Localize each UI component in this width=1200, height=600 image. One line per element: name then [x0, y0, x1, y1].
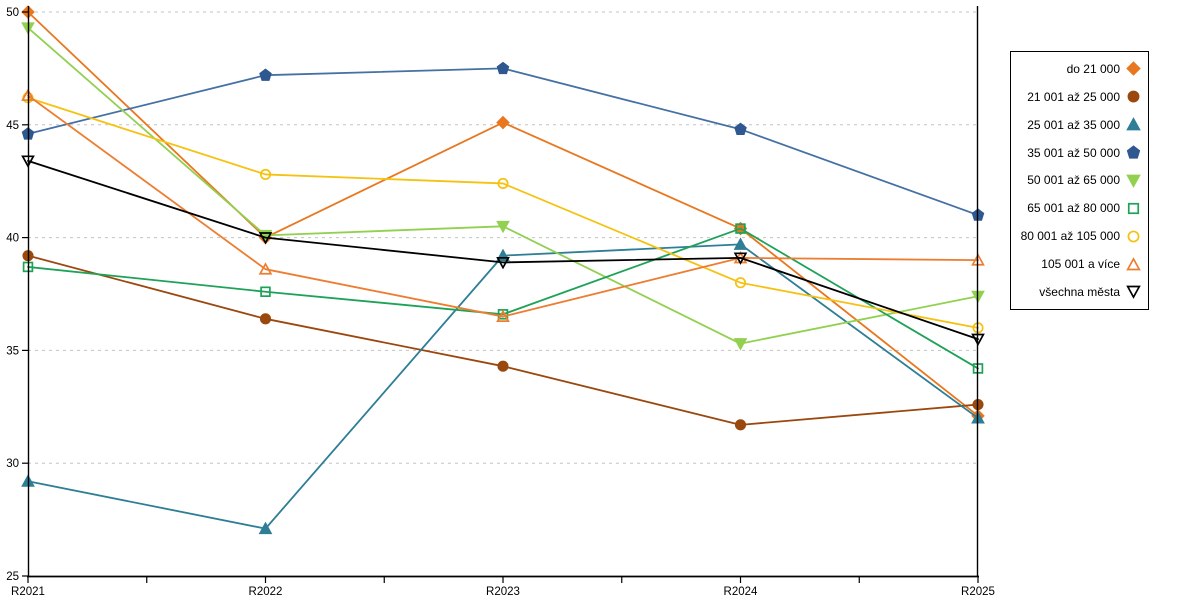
legend-item-4: 50 001 až 65 000: [1011, 167, 1148, 193]
series-line-2: [27, 243, 979, 530]
legend-marker-triangle-up-icon: [1126, 256, 1141, 270]
legend-label: 105 001 a více: [1041, 257, 1120, 272]
y-tick-label: 30: [6, 458, 19, 470]
series-1: [22, 250, 984, 431]
data-point-marker: [496, 61, 510, 75]
y-tick-label: 35: [6, 345, 19, 357]
data-point-marker: [733, 237, 748, 250]
y-tick-label: 45: [6, 120, 19, 132]
legend-label: 35 001 až 50 000: [1027, 145, 1120, 160]
legend-item-2: 25 001 až 35 000: [1011, 112, 1148, 138]
legend-label: 21 001 až 25 000: [1027, 89, 1120, 104]
legend-item-1: 21 001 až 25 000: [1011, 84, 1148, 110]
legend-item-0: do 21 000: [1011, 56, 1148, 82]
legend-label: 65 001 až 80 000: [1027, 201, 1120, 216]
legend-marker-shape: [1127, 90, 1140, 103]
data-point-marker: [259, 68, 272, 81]
data-point-marker: [259, 313, 272, 325]
legend-item-6: 80 001 až 105 000: [1011, 223, 1148, 249]
legend-marker-diamond-icon: [1126, 61, 1141, 77]
data-point-marker: [735, 223, 746, 234]
data-point-marker: [734, 277, 747, 289]
legend-item-3: 35 001 až 50 000: [1011, 140, 1148, 166]
legend-marker-pentagon-icon: [1126, 145, 1141, 159]
data-point-marker: [496, 309, 510, 323]
legend-marker-shape: [1127, 230, 1140, 243]
x-tick-label: R2025: [961, 586, 995, 598]
data-point-marker: [496, 256, 510, 270]
legend-marker-shape: [1126, 286, 1141, 300]
series-line-4: [27, 26, 979, 345]
x-tick-label: R2023: [486, 586, 520, 598]
legend-marker-shape: [1126, 145, 1141, 159]
series-group: [21, 5, 985, 535]
legend-marker-triangle-down-icon: [1126, 174, 1141, 188]
data-point-marker: [259, 168, 272, 180]
x-tick-label: R2021: [11, 586, 45, 598]
data-point-marker: [260, 286, 271, 297]
legend-marker-shape: [1126, 256, 1141, 270]
y-tick-label: 50: [6, 7, 19, 19]
data-point-marker: [258, 262, 273, 275]
legend-label: všechna města: [1039, 284, 1120, 299]
data-point-marker: [496, 220, 510, 234]
legend-label: 25 001 až 35 000: [1027, 117, 1120, 132]
y-tick-label: 40: [6, 233, 19, 245]
data-point-marker: [258, 521, 273, 535]
axis-labels: 25 30 35 40 45 50 R2021 R2022 R2023 R2024 R2025: [6, 7, 995, 598]
legend-marker-shape: [1126, 117, 1141, 131]
legend-label: 50 001 až 65 000: [1027, 173, 1120, 188]
data-point-marker: [734, 419, 747, 431]
legend: do 21 000 21 001 až 25 000 25 001 až 35 00…: [1010, 51, 1149, 310]
legend-marker-shape: [1127, 202, 1140, 214]
legend-marker-shape: [1126, 61, 1141, 77]
data-point-marker: [497, 360, 509, 372]
legend-marker-triangle-up-icon: [1126, 117, 1141, 131]
data-point-marker: [497, 177, 509, 190]
x-tick-label: R2024: [724, 586, 758, 598]
legend-label: do 21 000: [1066, 61, 1120, 76]
legend-marker-shape: [1126, 174, 1141, 188]
legend-item-5: 65 001 až 80 000: [1011, 195, 1148, 221]
legend-label: 80 001 až 105 000: [1020, 229, 1120, 244]
legend-marker-circle-icon: [1127, 230, 1140, 243]
legend-item-8: všechna města: [1011, 279, 1148, 305]
series-line-6: [27, 96, 979, 329]
series-line-8: [27, 159, 979, 341]
gridlines: [28, 11, 978, 464]
legend-marker-square-icon: [1127, 202, 1140, 214]
y-tick-label: 25: [6, 571, 19, 583]
series-line-3: [27, 67, 979, 216]
legend-marker-triangle-down-icon: [1126, 286, 1141, 300]
series-3: [21, 61, 985, 221]
data-point-marker: [496, 115, 510, 130]
legend-marker-circle-icon: [1127, 90, 1140, 103]
series-2: [21, 237, 985, 535]
legend-item-7: 105 001 a více: [1011, 251, 1148, 277]
data-point-marker: [258, 232, 273, 245]
data-point-marker: [734, 122, 747, 136]
x-tick-label: R2022: [249, 586, 283, 598]
series-5: [22, 223, 984, 374]
data-point-marker: [733, 252, 748, 265]
data-point-marker: [733, 338, 748, 351]
axes: [22, 6, 979, 583]
series-line-5: [27, 227, 979, 370]
